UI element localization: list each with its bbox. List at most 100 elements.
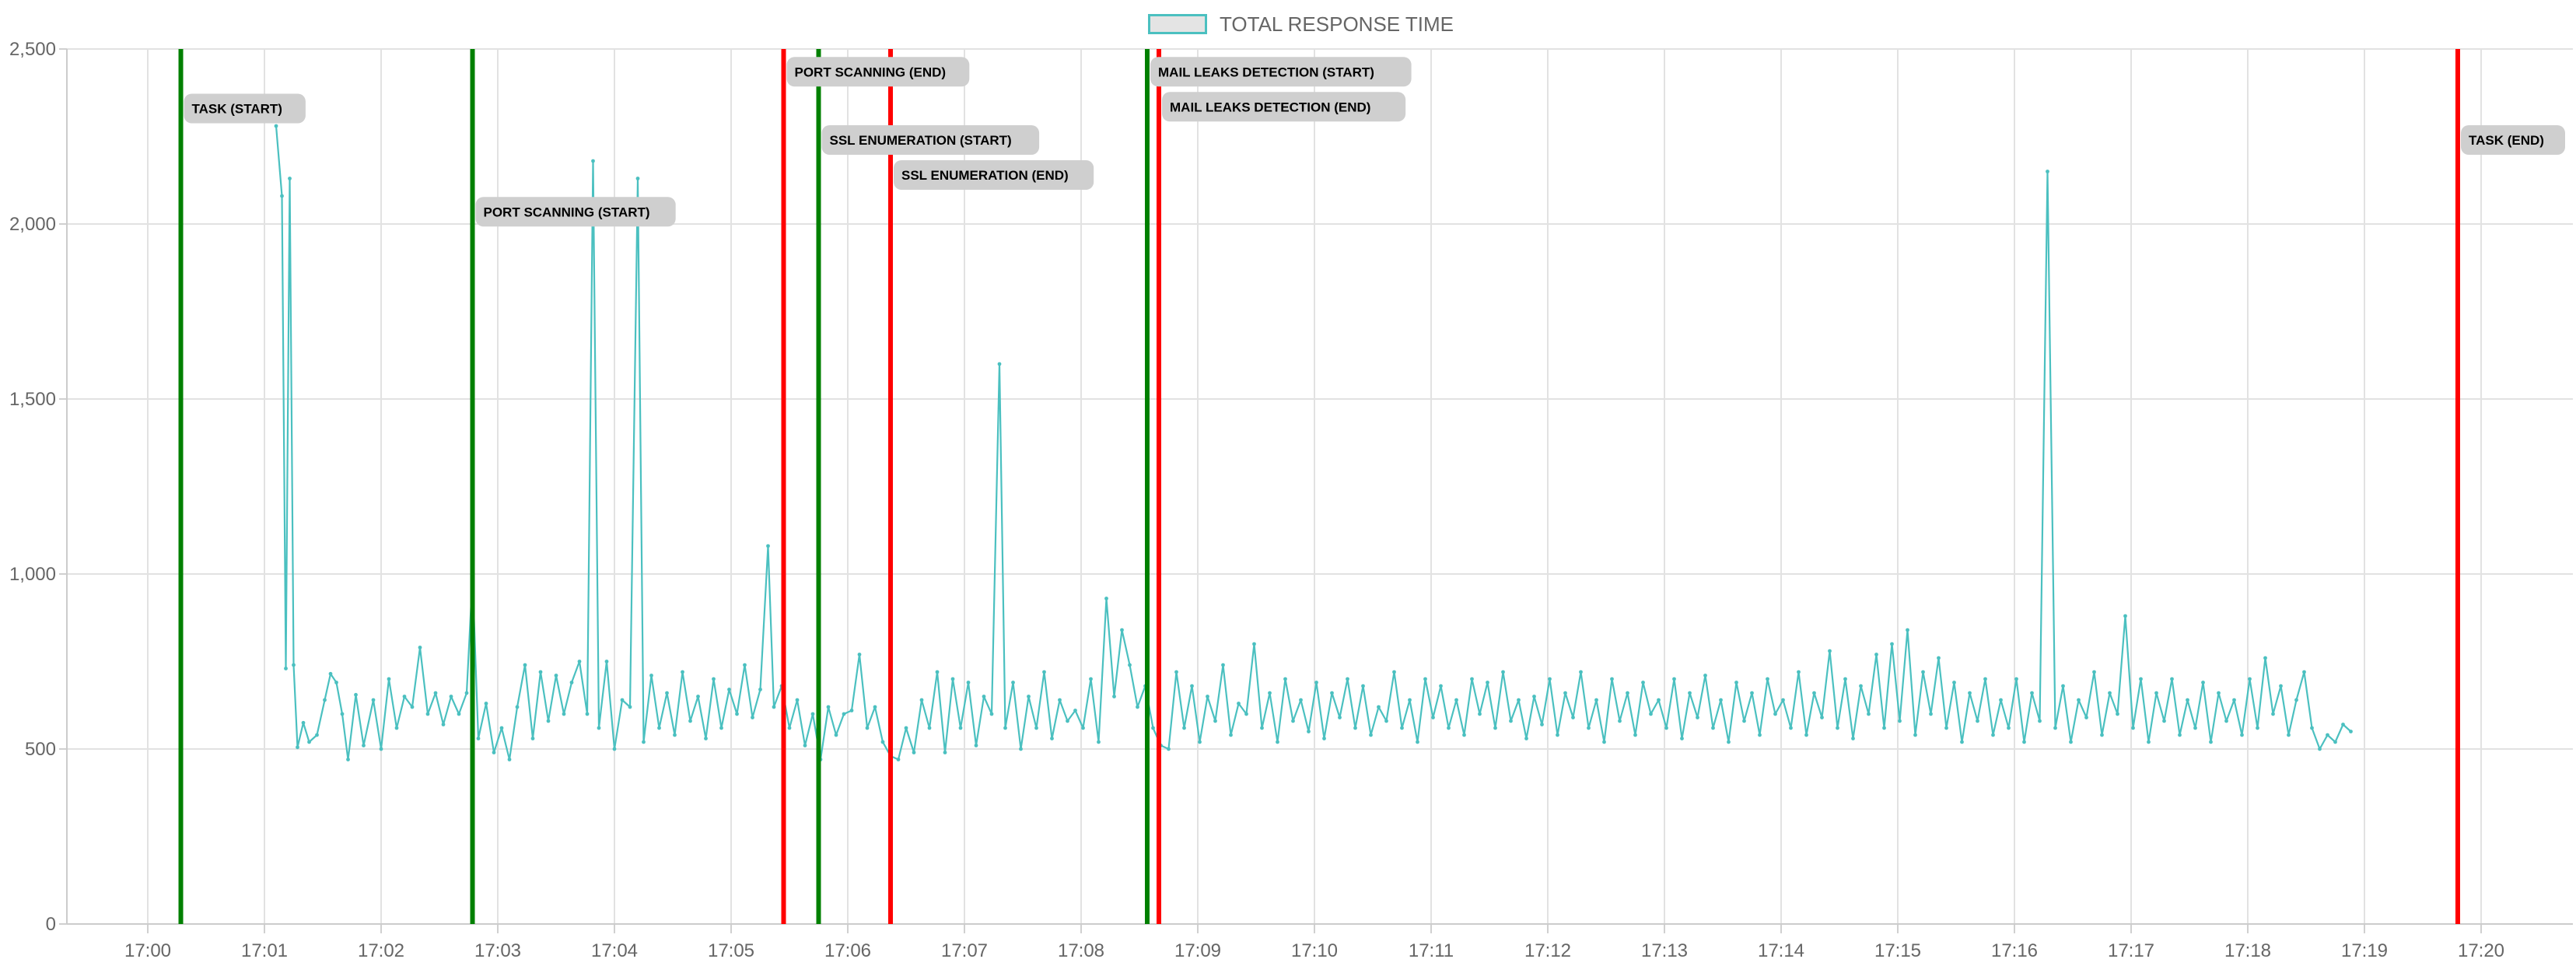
data-point[interactable] (2108, 691, 2112, 695)
data-point[interactable] (410, 705, 415, 709)
data-point[interactable] (1664, 726, 1668, 730)
data-point[interactable] (515, 705, 520, 709)
data-point[interactable] (1742, 719, 1746, 723)
data-point[interactable] (1859, 684, 1863, 688)
legend[interactable]: TOTAL RESPONSE TIME (0, 12, 2576, 36)
data-point[interactable] (1470, 677, 1474, 681)
data-point[interactable] (1758, 733, 1762, 737)
data-point[interactable] (562, 712, 566, 716)
data-point[interactable] (315, 733, 319, 737)
data-point[interactable] (1416, 740, 1419, 744)
data-point[interactable] (751, 716, 754, 719)
data-point[interactable] (2131, 726, 2135, 730)
data-point[interactable] (712, 677, 716, 681)
data-point[interactable] (2209, 740, 2213, 744)
data-point[interactable] (1906, 628, 1909, 632)
data-point[interactable] (1571, 716, 1575, 719)
data-point[interactable] (1524, 737, 1528, 740)
data-point[interactable] (2162, 719, 2166, 723)
data-point[interactable] (896, 758, 901, 761)
data-point[interactable] (1439, 684, 1443, 688)
data-point[interactable] (1066, 719, 1069, 723)
data-point[interactable] (857, 653, 862, 656)
data-point[interactable] (635, 177, 640, 180)
data-point[interactable] (2256, 726, 2259, 730)
data-point[interactable] (1820, 716, 1824, 719)
data-point[interactable] (1291, 719, 1295, 723)
data-point[interactable] (597, 726, 601, 730)
data-point[interactable] (292, 663, 296, 667)
data-point[interactable] (1688, 691, 1692, 695)
data-point[interactable] (880, 740, 885, 744)
data-point[interactable] (1151, 726, 1155, 730)
data-point[interactable] (2240, 733, 2244, 737)
data-point[interactable] (681, 670, 684, 674)
data-point[interactable] (1377, 705, 1381, 709)
data-point[interactable] (743, 663, 747, 667)
data-point[interactable] (1867, 712, 1871, 716)
data-point[interactable] (449, 695, 453, 698)
data-point[interactable] (2271, 712, 2275, 716)
data-point[interactable] (2302, 670, 2306, 674)
data-point[interactable] (849, 709, 854, 712)
data-point[interactable] (1058, 698, 1062, 702)
data-point[interactable] (2178, 733, 2182, 737)
data-point[interactable] (484, 702, 488, 705)
data-point[interactable] (1423, 677, 1427, 681)
data-point[interactable] (628, 705, 632, 709)
data-point[interactable] (1493, 726, 1497, 730)
data-point[interactable] (2201, 681, 2205, 684)
data-point[interactable] (1610, 677, 1614, 681)
data-point[interactable] (1400, 726, 1404, 730)
data-point[interactable] (810, 712, 815, 716)
data-point[interactable] (1299, 698, 1303, 702)
data-point[interactable] (1050, 737, 1054, 740)
data-point[interactable] (1626, 691, 1629, 695)
data-point[interactable] (569, 681, 574, 684)
data-point[interactable] (1734, 681, 1738, 684)
data-point[interactable] (1976, 719, 1979, 723)
data-point[interactable] (989, 712, 994, 716)
data-point[interactable] (642, 740, 646, 744)
data-point[interactable] (1478, 712, 1482, 716)
data-point[interactable] (585, 712, 590, 716)
data-point[interactable] (2294, 698, 2298, 702)
data-point[interactable] (1019, 747, 1023, 751)
data-point[interactable] (997, 362, 1002, 366)
data-point[interactable] (1890, 642, 1894, 646)
data-point[interactable] (1618, 719, 1622, 723)
data-point[interactable] (538, 670, 543, 674)
data-point[interactable] (1392, 670, 1396, 674)
data-point[interactable] (1750, 691, 1754, 695)
data-point[interactable] (735, 712, 739, 716)
data-point[interactable] (612, 747, 617, 751)
data-point[interactable] (795, 698, 800, 702)
data-point[interactable] (2092, 670, 2096, 674)
data-point[interactable] (1843, 677, 1847, 681)
data-point[interactable] (441, 723, 446, 726)
data-point[interactable] (1991, 733, 1995, 737)
data-point[interactable] (1532, 695, 1536, 698)
data-point[interactable] (2217, 691, 2221, 695)
data-point[interactable] (2326, 733, 2329, 737)
data-point[interactable] (673, 733, 677, 737)
data-point[interactable] (425, 712, 430, 716)
data-point[interactable] (1766, 677, 1769, 681)
data-point[interactable] (1447, 726, 1451, 730)
data-point[interactable] (1167, 747, 1171, 751)
data-point[interactable] (1182, 726, 1186, 730)
data-point[interactable] (1657, 698, 1661, 702)
data-point[interactable] (927, 726, 932, 730)
data-point[interactable] (1276, 740, 1279, 744)
data-point[interactable] (912, 751, 916, 754)
data-point[interactable] (2224, 719, 2228, 723)
data-point[interactable] (688, 719, 692, 723)
data-point[interactable] (1260, 726, 1264, 730)
data-point[interactable] (704, 737, 708, 740)
data-point[interactable] (935, 670, 940, 674)
data-point[interactable] (1789, 726, 1793, 730)
data-point[interactable] (2100, 733, 2104, 737)
data-point[interactable] (402, 695, 407, 698)
data-point[interactable] (288, 177, 292, 180)
data-point[interactable] (2061, 684, 2065, 688)
